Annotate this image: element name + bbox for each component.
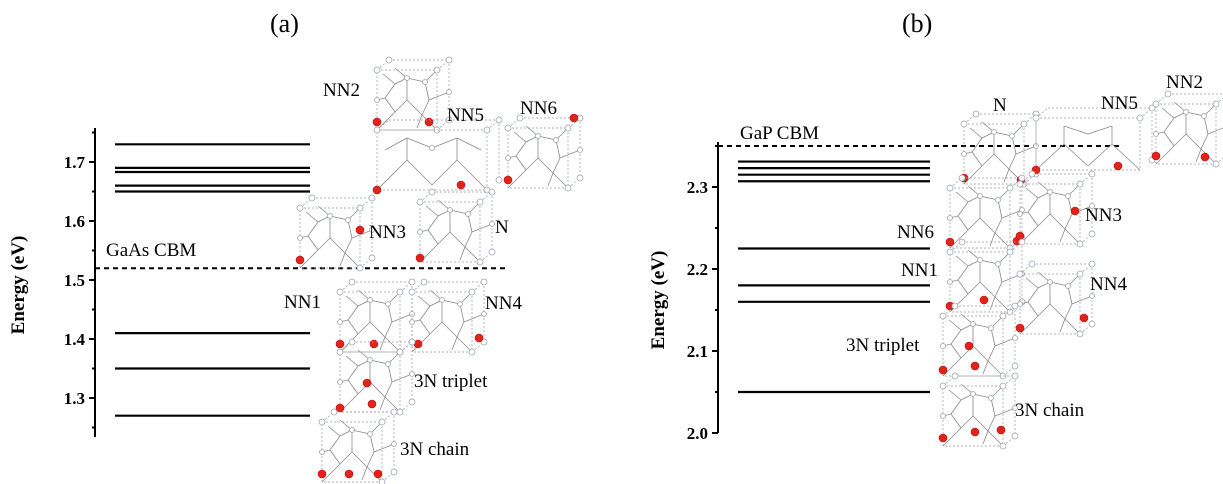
panel-b-cbm-label: GaP CBM bbox=[740, 123, 819, 144]
panel-a-y-ticks: 1.3 1.4 1.5 1.6 1.7 bbox=[64, 131, 95, 429]
structure-3n-chain-a bbox=[317, 408, 398, 484]
label-nn1-b: NN1 bbox=[901, 260, 938, 281]
panel-a-tick-label: 1.5 bbox=[64, 271, 85, 290]
panel-b-label: (b) bbox=[902, 9, 932, 38]
panel-b-tick-label: 2.0 bbox=[687, 424, 708, 443]
structure-nn6-b bbox=[945, 174, 1026, 252]
structure-nn4-b bbox=[1015, 260, 1096, 338]
label-nn1-a: NN1 bbox=[284, 292, 321, 313]
label-nn4-b: NN4 bbox=[1090, 274, 1127, 295]
panel-a-tick-label: 1.3 bbox=[64, 389, 85, 408]
structure-nn4-a bbox=[408, 278, 488, 356]
panel-b-y-axis-label: Energy (eV) bbox=[648, 251, 669, 350]
label-n-b: N bbox=[993, 95, 1007, 116]
structure-nn2 bbox=[372, 56, 453, 134]
panel-a-tick-label: 1.7 bbox=[64, 153, 86, 172]
panel-a-levels bbox=[115, 143, 310, 417]
label-3n-chain-b: 3N chain bbox=[1015, 400, 1085, 421]
panel-b-tick-label: 2.2 bbox=[687, 260, 708, 279]
structure-3n-triplet-a bbox=[335, 338, 416, 416]
structure-nn6 bbox=[503, 113, 584, 192]
panel-a-label: (a) bbox=[270, 9, 299, 38]
panel-a: (a) 1.3 1.4 1.5 1.6 1.7 Energy (eV) GaAs CBM bbox=[8, 9, 584, 484]
panel-a-y-axis-label: Energy (eV) bbox=[8, 236, 29, 335]
structure-nn5 bbox=[372, 116, 503, 195]
panel-a-cbm-label: GaAs CBM bbox=[106, 240, 196, 261]
label-nn2-b: NN2 bbox=[1166, 72, 1203, 93]
panel-b-levels bbox=[738, 160, 930, 394]
label-nn4-a: NN4 bbox=[485, 293, 522, 314]
label-nn2-a: NN2 bbox=[323, 80, 360, 101]
label-nn3-b: NN3 bbox=[1085, 205, 1122, 226]
panel-a-structures bbox=[295, 56, 584, 484]
label-nn6-b: NN6 bbox=[897, 222, 934, 243]
label-nn5-b: NN5 bbox=[1101, 93, 1138, 114]
label-nn5-a: NN5 bbox=[447, 105, 484, 126]
structure-3n-triplet-b bbox=[938, 302, 1019, 380]
structure-nn2-b bbox=[1151, 90, 1223, 168]
structure-nn3 bbox=[295, 194, 376, 272]
structure-n-a bbox=[415, 188, 496, 266]
panel-b-tick-label: 2.3 bbox=[687, 178, 708, 197]
panel-a-tick-label: 1.4 bbox=[64, 330, 86, 349]
panel-b-structures bbox=[938, 90, 1223, 450]
panel-b: (b) 2.0 2.1 2.2 2.3 Energy (eV) GaP CBM bbox=[648, 9, 1223, 450]
structure-n-b bbox=[959, 110, 1040, 188]
panel-a-tick-label: 1.6 bbox=[64, 212, 85, 231]
structure-3n-chain-b bbox=[938, 372, 1019, 450]
structure-nn5-b bbox=[1031, 104, 1156, 175]
panel-b-tick-label: 2.1 bbox=[687, 342, 708, 361]
structure-nn3-b bbox=[1015, 170, 1096, 248]
label-3n-chain-a: 3N chain bbox=[400, 439, 470, 460]
structure-nn1-b bbox=[945, 238, 1026, 316]
panel-b-y-ticks: 2.0 2.1 2.2 2.3 bbox=[687, 145, 718, 443]
label-nn3-a: NN3 bbox=[369, 222, 406, 243]
label-n-a: N bbox=[495, 217, 509, 238]
label-3n-triplet-a: 3N triplet bbox=[414, 371, 488, 392]
label-nn6-a: NN6 bbox=[520, 98, 557, 119]
label-3n-triplet-b: 3N triplet bbox=[846, 335, 920, 356]
structure-nn1-a bbox=[335, 278, 416, 356]
